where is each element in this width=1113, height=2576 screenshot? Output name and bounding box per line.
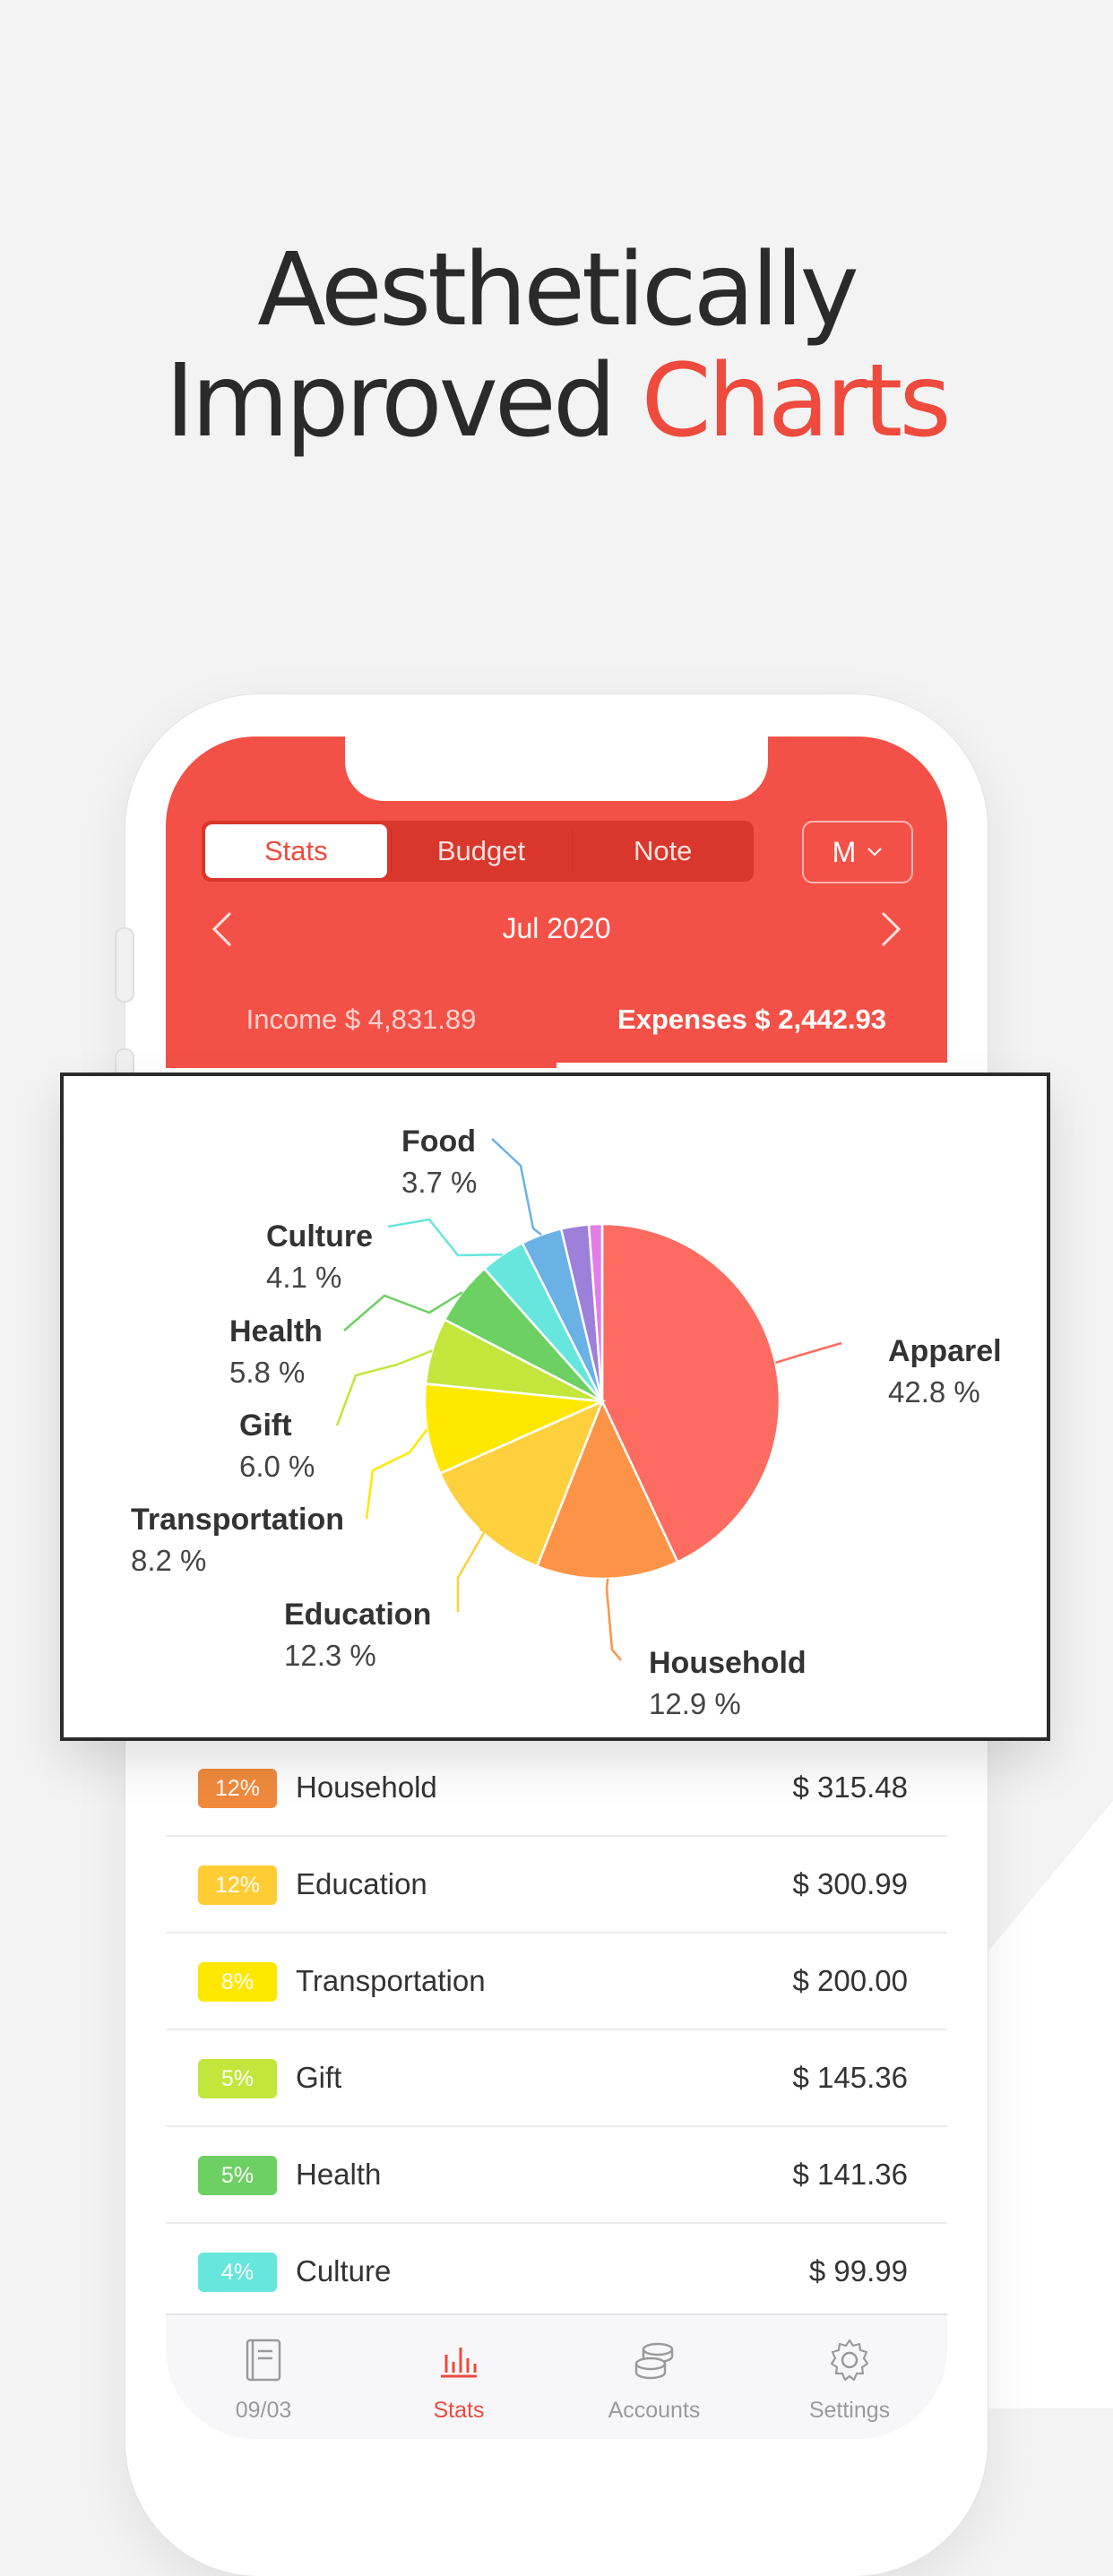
tab-note[interactable]: Note [572, 821, 754, 882]
slice-label-culture: Culture [266, 1219, 373, 1254]
list-item[interactable]: 5% Health $ 141.36 [166, 2127, 947, 2224]
tabbar-label: Stats [433, 2398, 485, 2423]
category-amount: $ 200.00 [792, 1964, 908, 1997]
month-label: Jul 2020 [502, 912, 611, 944]
period-label: M [832, 835, 857, 868]
slice-percent-education: 12.3 % [284, 1639, 376, 1672]
slice-label-apparel: Apparel [888, 1334, 1002, 1368]
phone-side-button [115, 927, 134, 1003]
chevron-down-icon [867, 848, 883, 857]
leader-line-transportation [365, 1428, 428, 1520]
percent-badge: 4% [198, 2253, 277, 2292]
slice-percent-household: 12.9 % [649, 1687, 741, 1720]
headline-line2-prefix: Improved [165, 343, 642, 460]
category-name: Education [296, 1867, 427, 1900]
tabbar-item-accounts[interactable]: Accounts [556, 2315, 752, 2439]
leader-line-food [491, 1138, 542, 1236]
percent-badge: 12% [198, 1865, 277, 1905]
leader-line-gift [335, 1349, 433, 1426]
list-item[interactable]: 12% Education $ 300.99 [166, 1837, 947, 1934]
pie-chart-card: Apparel 42.8 % Household 12.9 % Education 12.… [60, 1073, 1050, 1741]
list-item[interactable]: 4% Culture $ 99.99 [166, 2224, 947, 2321]
period-select-button[interactable]: M [802, 821, 913, 883]
slice-percent-gift: 6.0 % [239, 1450, 315, 1483]
category-name: Transportation [296, 1964, 486, 1997]
expenses-tab[interactable]: Expenses $ 2,442.93 [617, 1004, 886, 1035]
headline-accent: Charts [641, 343, 952, 460]
tab-stats[interactable]: Stats [205, 824, 387, 878]
leader-line-education [456, 1528, 487, 1612]
percent-badge: 8% [198, 1962, 277, 2002]
month-navigator: Jul 2020 [166, 898, 947, 961]
slice-label-health: Health [229, 1314, 323, 1348]
segmented-control: Stats Budget Note [202, 821, 754, 882]
headline: Aesthetically Improved Charts [0, 235, 1113, 457]
slice-label-gift: Gift [239, 1409, 292, 1443]
pie-chart: Apparel 42.8 % Household 12.9 % Education 12.… [131, 1124, 1002, 1720]
percent-badge: 5% [198, 2059, 277, 2098]
list-item[interactable]: 8% Transportation $ 200.00 [166, 1934, 947, 2030]
category-amount: $ 145.36 [792, 2061, 908, 2094]
category-amount: $ 99.99 [808, 2254, 908, 2287]
income-expense-tabs: Income $ 4,831.89 Expenses $ 2,442.93 [166, 996, 947, 1068]
list-item[interactable]: 12% Household $ 315.48 [166, 1740, 947, 1837]
slice-percent-health: 5.8 % [229, 1356, 305, 1389]
income-tab[interactable]: Income $ 4,831.89 [246, 1004, 477, 1035]
tabbar-item-date[interactable]: 09/03 [166, 2315, 361, 2439]
tabbar-label: Settings [808, 2398, 891, 2423]
leader-line-health [343, 1291, 463, 1331]
category-name: Culture [296, 2254, 392, 2287]
headline-line2: Improved Charts [0, 346, 1113, 457]
headline-line1: Aesthetically [257, 232, 858, 349]
tab-budget[interactable]: Budget [390, 821, 573, 882]
tabbar-label: 09/03 [235, 2398, 292, 2423]
tabbar-label: Accounts [608, 2398, 701, 2423]
phone-notch [345, 737, 768, 801]
slice-percent-food: 3.7 % [401, 1166, 477, 1199]
pie-slice-other-9 [587, 1222, 604, 1402]
stats-header: Stats Budget Note M Jul 2020 Income $ 4,… [166, 737, 947, 1068]
tabbar-item-settings[interactable]: Settings [752, 2315, 947, 2439]
category-amount: $ 300.99 [792, 1867, 908, 1900]
category-amount: $ 315.48 [792, 1770, 908, 1804]
category-list: 12% Household $ 315.48 12% Education $ 3… [166, 1740, 947, 2321]
chevron-left-icon[interactable] [191, 898, 254, 961]
active-tab-indicator [556, 1063, 947, 1068]
slice-label-transportation: Transportation [131, 1503, 344, 1537]
coins-icon [634, 2342, 674, 2380]
slice-label-household: Household [649, 1646, 807, 1680]
pie-slice-transportation [423, 1382, 607, 1476]
leader-line-culture [387, 1218, 503, 1257]
slice-label-education: Education [284, 1598, 431, 1632]
slice-percent-transportation: 8.2 % [131, 1544, 206, 1577]
slice-label-food: Food [401, 1124, 476, 1159]
chevron-right-icon[interactable] [859, 898, 922, 961]
category-name: Gift [296, 2061, 342, 2094]
bottom-tab-bar: 09/03 Stats Accounts [166, 2313, 947, 2439]
gear-icon [830, 2339, 869, 2382]
list-item[interactable]: 5% Gift $ 145.36 [166, 2030, 947, 2127]
bar-chart-icon [441, 2348, 477, 2378]
slice-percent-apparel: 42.8 % [888, 1375, 980, 1409]
slice-percent-culture: 4.1 % [266, 1261, 341, 1294]
tabbar-item-stats[interactable]: Stats [361, 2315, 556, 2439]
book-icon [246, 2339, 281, 2382]
category-name: Household [296, 1770, 437, 1804]
leader-line-apparel [774, 1341, 842, 1365]
percent-badge: 12% [198, 1769, 277, 1808]
category-name: Health [296, 2158, 382, 2191]
category-amount: $ 141.36 [792, 2158, 908, 2191]
percent-badge: 5% [198, 2156, 277, 2195]
leader-line-household [605, 1578, 622, 1661]
